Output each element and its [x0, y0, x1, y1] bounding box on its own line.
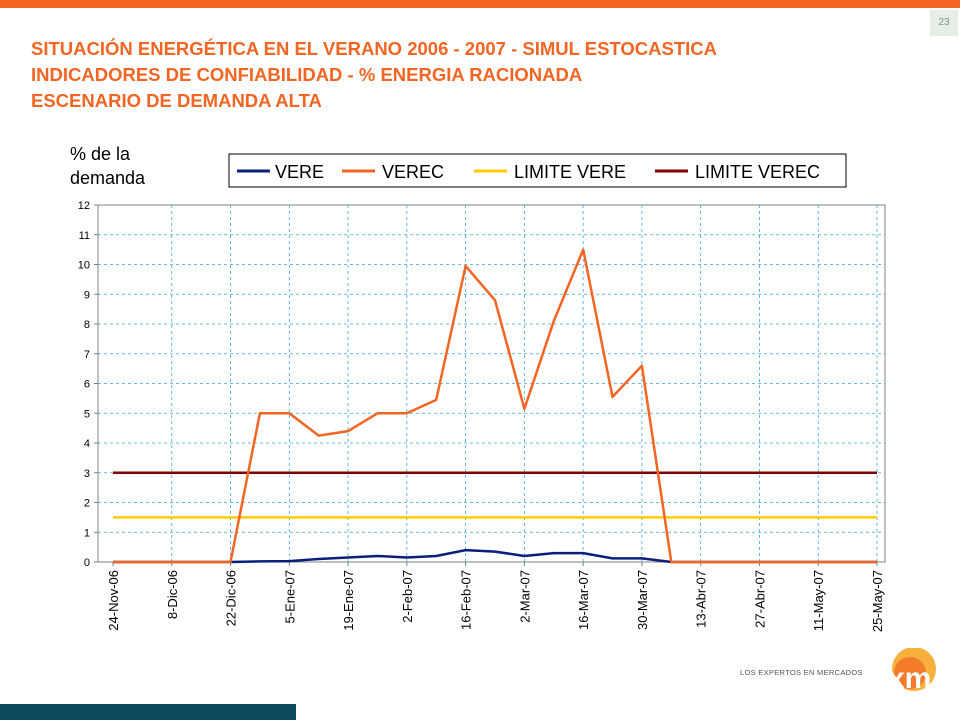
x-tick-label: 30-Mar-07 — [635, 570, 650, 630]
y-tick-label: 0 — [84, 557, 90, 569]
y-tick-label: 4 — [84, 438, 90, 450]
x-tick-label: 5-Ene-07 — [282, 570, 297, 623]
y-tick-label: 1 — [84, 527, 90, 539]
y-axis-label: demanda — [70, 168, 146, 188]
x-tick-label: 2-Feb-07 — [400, 570, 415, 623]
legend-box — [228, 153, 847, 188]
series-line-verec — [113, 248, 877, 564]
x-tick-label: 27-Abr-07 — [752, 570, 767, 628]
y-tick-label: 5 — [84, 408, 90, 420]
x-tick-label: 24-Nov-06 — [106, 570, 121, 631]
xm-logo: LOS EXPERTOS EN MERCADOS xm — [740, 648, 940, 708]
y-tick-label: 8 — [84, 319, 90, 331]
title-line-2: INDICADORES DE CONFIABILIDAD - % ENERGIA… — [31, 64, 583, 85]
footer-bar — [0, 704, 296, 720]
x-tick-label: 2-Mar-07 — [517, 570, 532, 623]
legend-label: LIMITE VERE — [514, 162, 626, 182]
page-number: 23 — [930, 10, 958, 36]
x-tick-label: 11-May-07 — [811, 570, 826, 631]
logo-mark-text: xm — [888, 662, 931, 695]
legend-label: LIMITE VEREC — [695, 162, 820, 182]
x-tick-label: 16-Feb-07 — [459, 570, 474, 630]
legend-label: VEREC — [382, 162, 444, 182]
xm-logo-mark: xm — [888, 648, 936, 695]
x-tick-label: 19-Ene-07 — [341, 570, 356, 631]
x-tick-label: 22-Dic-06 — [224, 570, 239, 626]
top-accent-bar — [0, 0, 960, 8]
x-tick-label: 13-Abr-07 — [694, 570, 709, 628]
y-tick-label: 10 — [78, 260, 90, 272]
title-line-3: ESCENARIO DE DEMANDA ALTA — [31, 90, 322, 111]
y-tick-label: 7 — [84, 349, 90, 361]
page-title: SITUACIÓN ENERGÉTICA EN EL VERANO 2006 -… — [31, 36, 717, 114]
logo-tagline: LOS EXPERTOS EN MERCADOS — [740, 668, 863, 677]
chart-legend: VERE VEREC LIMITE VERE LIMITE VEREC — [228, 153, 847, 188]
y-axis-label: % de la — [70, 144, 131, 164]
x-tick-label: 25-May-07 — [870, 570, 885, 632]
y-tick-label: 11 — [79, 230, 90, 242]
y-tick-label: 3 — [84, 468, 90, 480]
y-tick-label: 9 — [84, 289, 90, 301]
y-tick-label: 6 — [84, 379, 90, 391]
y-tick-label: 12 — [78, 200, 90, 212]
x-tick-label: 16-Mar-07 — [576, 570, 591, 630]
title-line-1: SITUACIÓN ENERGÉTICA EN EL VERANO 2006 -… — [31, 38, 718, 59]
y-tick-label: 2 — [84, 498, 90, 510]
legend-label: VERE — [275, 162, 324, 182]
x-tick-label: 8-Dic-06 — [165, 570, 180, 619]
